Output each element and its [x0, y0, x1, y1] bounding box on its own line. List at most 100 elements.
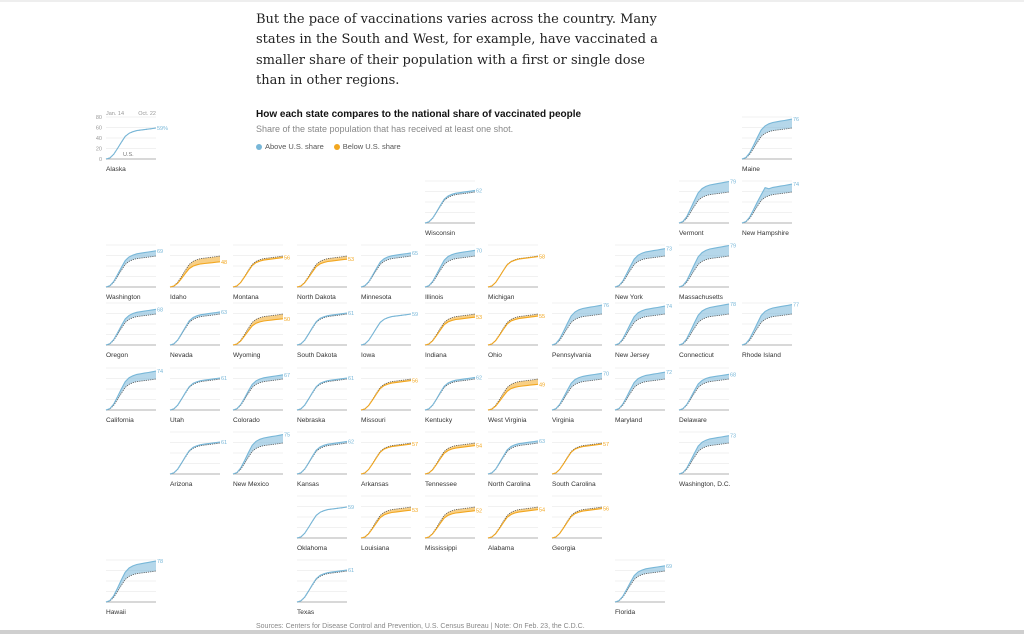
state-line [614, 565, 666, 603]
state-chart-rhode-island: 77 Rhode Island [741, 303, 799, 365]
state-sparkline: 62 [424, 180, 482, 224]
state-chart-south-carolina: 57 South Carolina [551, 431, 609, 494]
state-chart-indiana: 53 Indiana [424, 302, 482, 365]
state-chart-montana: 56 Montana [232, 244, 290, 307]
state-line [296, 258, 348, 288]
us-line [296, 570, 348, 603]
state-name-label: Arizona [170, 481, 193, 488]
us-line [614, 313, 666, 346]
state-chart-louisiana: 53 Louisiana [360, 495, 418, 558]
state-name-label: Montana [233, 294, 259, 301]
us-line [614, 378, 666, 411]
state-chart-hawaii: 78 Hawaii [105, 559, 163, 622]
state-line [105, 250, 157, 288]
state-sparkline: 48 [169, 244, 227, 288]
state-line [360, 509, 412, 539]
state-name-label: Louisiana [361, 545, 390, 552]
state-sparkline: 74 [614, 302, 672, 346]
state-value-label: 62 [476, 188, 482, 194]
state-chart-kentucky: 62 Kentucky [424, 367, 482, 430]
state-sparkline: 57 [360, 431, 418, 475]
state-value-label: 50 [284, 317, 290, 323]
state-chart-massachusetts: 79 Massachusetts [678, 244, 736, 307]
us-line [296, 378, 348, 411]
state-line [169, 377, 221, 411]
difference-band [615, 306, 665, 345]
us-line [551, 313, 603, 346]
state-chart-pennsylvania: 76 Pennsylvania [551, 302, 609, 365]
legend-dot-below-icon [333, 143, 340, 150]
state-value-label: 74 [666, 304, 672, 310]
state-value-label: 56 [284, 256, 290, 262]
state-name-label: Virginia [552, 417, 574, 424]
state-sparkline: 53 [424, 302, 482, 346]
state-sparkline: 56 [360, 367, 418, 411]
state-name-label: Mississippi [425, 545, 457, 552]
state-value-label: 61 [221, 376, 227, 382]
difference-band [742, 184, 792, 223]
us-line [360, 255, 412, 288]
state-line [360, 380, 412, 411]
legend-dot-above-icon [256, 143, 262, 150]
us-line [614, 255, 666, 288]
difference-band [615, 565, 665, 602]
state-name-label: Delaware [679, 417, 707, 424]
difference-band [425, 507, 475, 538]
state-name-label: Alabama [488, 545, 515, 552]
state-value-label: 62 [348, 439, 354, 445]
state-line [296, 440, 348, 475]
state-value-label: 61 [221, 440, 227, 446]
state-name-label: Idaho [170, 294, 187, 301]
us-line [424, 191, 476, 224]
us-line [169, 313, 221, 346]
state-name-label: California [106, 417, 134, 424]
state-chart-maryland: 72 Maryland [614, 367, 672, 430]
state-value-label: 59 [348, 505, 354, 511]
state-value-label: 53 [348, 257, 354, 263]
difference-band [106, 250, 156, 287]
state-value-label: 75 [284, 433, 290, 439]
state-value-label: 56 [603, 507, 609, 513]
state-value-label: 61 [348, 568, 354, 574]
state-sparkline: 61 [296, 302, 354, 346]
state-name-label: Missouri [361, 417, 386, 424]
state-name-label: Michigan [488, 294, 515, 301]
state-value-label: 53 [412, 508, 418, 514]
difference-band [615, 372, 665, 410]
state-line [424, 249, 476, 288]
state-line [169, 261, 221, 288]
intro-paragraph: But the pace of vaccinations varies acro… [256, 12, 658, 89]
state-line [424, 510, 476, 539]
state-name-label: South Carolina [552, 481, 596, 488]
state-value-label: 54 [539, 508, 545, 514]
state-line [487, 256, 539, 288]
legend-item-below: Below U.S. share [333, 142, 401, 151]
state-chart-wyoming: 50 Wyoming [232, 302, 290, 365]
state-sparkline: 55 [487, 302, 545, 346]
state-chart-delaware: 68 Delaware [678, 367, 736, 430]
y-tick-label: 80 [96, 115, 102, 121]
state-sparkline: 77 [741, 303, 799, 346]
state-line [169, 441, 221, 475]
us-line [487, 313, 539, 346]
state-chart-alaska: 59% 80 60 40 20 0 Jan. 14 Oct. 22 U.S. Alaska [96, 111, 168, 179]
state-line [232, 434, 284, 475]
state-sparkline: 59 [296, 495, 354, 539]
us-line [424, 442, 476, 475]
state-line [678, 373, 730, 411]
state-value-label: 49 [539, 382, 545, 388]
state-value-label: 76 [603, 303, 609, 309]
difference-band [425, 250, 475, 287]
us-line [424, 506, 476, 539]
state-line [296, 569, 348, 603]
us-line [741, 191, 793, 224]
state-sparkline: 53 [296, 244, 354, 288]
state-chart-new-mexico: 75 New Mexico [232, 431, 290, 494]
state-sparkline: 59% 80 60 40 20 0 Jan. 14 Oct. 22 U.S. [96, 111, 168, 163]
state-name-label: Georgia [552, 545, 576, 552]
state-value-label: 58 [539, 255, 545, 261]
difference-band [170, 256, 220, 287]
difference-band [615, 248, 665, 287]
state-value-label: 68 [157, 307, 163, 313]
y-tick-label: 0 [99, 157, 102, 163]
